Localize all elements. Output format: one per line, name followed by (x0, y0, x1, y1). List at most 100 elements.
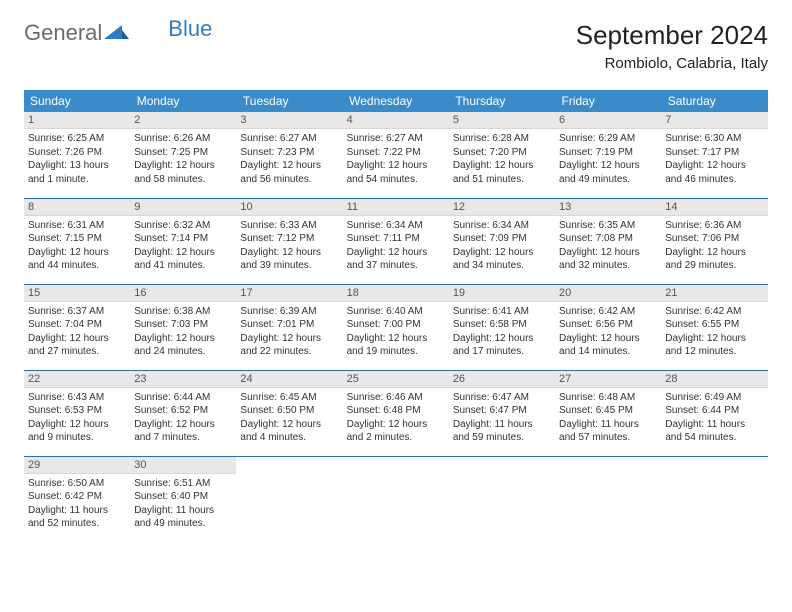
sunrise-line: Sunrise: 6:48 AM (559, 391, 657, 405)
day-number: 29 (24, 457, 130, 474)
sunrise-line: Sunrise: 6:31 AM (28, 219, 126, 233)
sunrise-line: Sunrise: 6:38 AM (134, 305, 232, 319)
weekday-header: Monday (130, 90, 236, 112)
daylight-line: Daylight: 11 hours and 52 minutes. (28, 504, 126, 531)
day-number: 20 (555, 285, 661, 302)
weekday-header-row: Sunday Monday Tuesday Wednesday Thursday… (24, 90, 768, 112)
month-title: September 2024 (576, 20, 768, 51)
sunset-line: Sunset: 7:15 PM (28, 232, 126, 246)
weekday-header: Friday (555, 90, 661, 112)
sunrise-line: Sunrise: 6:49 AM (665, 391, 763, 405)
sunset-line: Sunset: 6:47 PM (453, 404, 551, 418)
empty-cell (449, 456, 555, 542)
calendar-row: 15Sunrise: 6:37 AMSunset: 7:04 PMDayligh… (24, 284, 768, 370)
calendar-row: 22Sunrise: 6:43 AMSunset: 6:53 PMDayligh… (24, 370, 768, 456)
logo-text-blue: Blue (168, 16, 212, 42)
daylight-line: Daylight: 12 hours and 27 minutes. (28, 332, 126, 359)
sunset-line: Sunset: 7:26 PM (28, 146, 126, 160)
empty-cell (236, 456, 342, 542)
title-block: September 2024 Rombiolo, Calabria, Italy (576, 20, 768, 72)
day-cell: 18 Sunrise: 6:40 AMSunset: 7:00 PMDayligh… (343, 284, 449, 370)
daylight-line: Daylight: 12 hours and 58 minutes. (134, 159, 232, 186)
day-cell: 21Sunrise: 6:42 AMSunset: 6:55 PMDayligh… (661, 284, 767, 370)
day-cell: 11Sunrise: 6:34 AMSunset: 7:11 PMDayligh… (343, 198, 449, 284)
sunset-line: Sunset: 6:50 PM (240, 404, 338, 418)
sunrise-line: Sunrise: 6:40 AM (347, 305, 445, 319)
sunrise-line: Sunrise: 6:41 AM (453, 305, 551, 319)
daylight-line: Daylight: 12 hours and 19 minutes. (347, 332, 445, 359)
day-cell: 4Sunrise: 6:27 AMSunset: 7:22 PMDaylight… (343, 112, 449, 198)
sunset-line: Sunset: 7:06 PM (665, 232, 763, 246)
daylight-line: Daylight: 12 hours and 24 minutes. (134, 332, 232, 359)
sunset-line: Sunset: 7:01 PM (240, 318, 338, 332)
day-number: 11 (343, 199, 449, 216)
sunrise-line: Sunrise: 6:42 AM (665, 305, 763, 319)
day-number: 3 (236, 112, 342, 129)
day-number: 15 (24, 285, 130, 302)
day-cell: 6Sunrise: 6:29 AMSunset: 7:19 PMDaylight… (555, 112, 661, 198)
weekday-header: Sunday (24, 90, 130, 112)
day-number: 22 (24, 371, 130, 388)
daylight-line: Daylight: 12 hours and 12 minutes. (665, 332, 763, 359)
sunrise-line: Sunrise: 6:50 AM (28, 477, 126, 491)
day-number: 28 (661, 371, 767, 388)
day-number: 8 (24, 199, 130, 216)
day-cell: 10Sunrise: 6:33 AMSunset: 7:12 PMDayligh… (236, 198, 342, 284)
sunset-line: Sunset: 7:00 PM (347, 318, 445, 332)
sunset-line: Sunset: 7:19 PM (559, 146, 657, 160)
day-number: 2 (130, 112, 236, 129)
daylight-line: Daylight: 12 hours and 29 minutes. (665, 246, 763, 273)
day-number: 27 (555, 371, 661, 388)
day-number: 10 (236, 199, 342, 216)
sunset-line: Sunset: 7:22 PM (347, 146, 445, 160)
sunset-line: Sunset: 7:04 PM (28, 318, 126, 332)
sunrise-line: Sunrise: 6:29 AM (559, 132, 657, 146)
sunrise-line: Sunrise: 6:25 AM (28, 132, 126, 146)
sunset-line: Sunset: 7:14 PM (134, 232, 232, 246)
daylight-line: Daylight: 11 hours and 49 minutes. (134, 504, 232, 531)
sunrise-line: Sunrise: 6:34 AM (347, 219, 445, 233)
sunrise-line: Sunrise: 6:47 AM (453, 391, 551, 405)
day-number: 16 (130, 285, 236, 302)
day-number: 14 (661, 199, 767, 216)
day-cell: 5Sunrise: 6:28 AMSunset: 7:20 PMDaylight… (449, 112, 555, 198)
day-number: 6 (555, 112, 661, 129)
daylight-line: Daylight: 12 hours and 56 minutes. (240, 159, 338, 186)
daylight-line: Daylight: 11 hours and 57 minutes. (559, 418, 657, 445)
day-cell: 2Sunrise: 6:26 AMSunset: 7:25 PMDaylight… (130, 112, 236, 198)
day-number: 19 (449, 285, 555, 302)
weekday-header: Wednesday (343, 90, 449, 112)
sunrise-line: Sunrise: 6:46 AM (347, 391, 445, 405)
day-number: 9 (130, 199, 236, 216)
day-number: 23 (130, 371, 236, 388)
day-cell: 20Sunrise: 6:42 AMSunset: 6:56 PMDayligh… (555, 284, 661, 370)
daylight-line: Daylight: 13 hours and 1 minute. (28, 159, 126, 186)
daylight-line: Daylight: 12 hours and 54 minutes. (347, 159, 445, 186)
empty-cell (661, 456, 767, 542)
daylight-line: Daylight: 12 hours and 9 minutes. (28, 418, 126, 445)
day-cell: 1Sunrise: 6:25 AMSunset: 7:26 PMDaylight… (24, 112, 130, 198)
day-number: 13 (555, 199, 661, 216)
location: Rombiolo, Calabria, Italy (576, 55, 768, 72)
day-cell: 27Sunrise: 6:48 AMSunset: 6:45 PMDayligh… (555, 370, 661, 456)
day-cell: 15Sunrise: 6:37 AMSunset: 7:04 PMDayligh… (24, 284, 130, 370)
daylight-line: Daylight: 12 hours and 46 minutes. (665, 159, 763, 186)
sunrise-line: Sunrise: 6:26 AM (134, 132, 232, 146)
weekday-header: Thursday (449, 90, 555, 112)
empty-cell (343, 456, 449, 542)
sunset-line: Sunset: 6:52 PM (134, 404, 232, 418)
sunset-line: Sunset: 7:11 PM (347, 232, 445, 246)
sunset-line: Sunset: 6:42 PM (28, 490, 126, 504)
daylight-line: Daylight: 12 hours and 2 minutes. (347, 418, 445, 445)
sunrise-line: Sunrise: 6:35 AM (559, 219, 657, 233)
sunrise-line: Sunrise: 6:42 AM (559, 305, 657, 319)
day-cell: 24Sunrise: 6:45 AMSunset: 6:50 PMDayligh… (236, 370, 342, 456)
sunset-line: Sunset: 7:17 PM (665, 146, 763, 160)
day-number: 18 (343, 285, 449, 302)
daylight-line: Daylight: 12 hours and 34 minutes. (453, 246, 551, 273)
day-cell: 30Sunrise: 6:51 AMSunset: 6:40 PMDayligh… (130, 456, 236, 542)
day-cell: 23Sunrise: 6:44 AMSunset: 6:52 PMDayligh… (130, 370, 236, 456)
day-cell: 17Sunrise: 6:39 AMSunset: 7:01 PMDayligh… (236, 284, 342, 370)
sunset-line: Sunset: 6:56 PM (559, 318, 657, 332)
logo: General Blue (24, 20, 212, 46)
